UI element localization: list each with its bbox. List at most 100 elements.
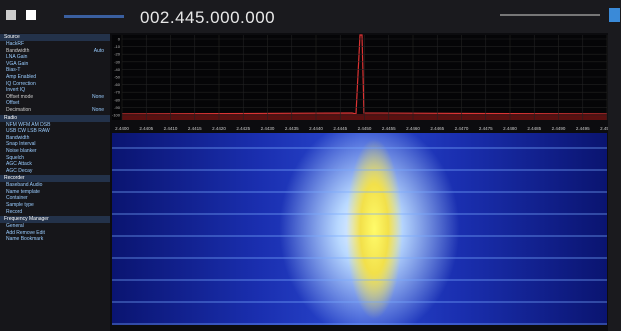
frequency[interactable]: 002.445.000.000 <box>140 8 275 28</box>
x-tick-label: 2.4435 <box>285 126 299 131</box>
setting-label: IQ Correction <box>6 81 36 88</box>
settings-button[interactable] <box>609 8 620 22</box>
y-tick-label: -90 <box>114 105 121 110</box>
setting-row: HackRF <box>0 41 110 48</box>
x-tick-label: 2.4475 <box>479 126 493 131</box>
section-header[interactable]: Source <box>0 34 110 41</box>
setting-row: Squelch <box>0 155 110 162</box>
setting-row: VGA Gain <box>0 61 110 68</box>
y-tick-label: -70 <box>114 90 121 95</box>
y-tick-label: -30 <box>114 59 121 64</box>
setting-row: AGC Decay <box>0 168 110 175</box>
toolbar: 002.445.000.000 <box>0 0 621 33</box>
setting-label: Decimation <box>6 107 31 114</box>
zoom-slider[interactable] <box>500 14 600 16</box>
y-tick-label: -10 <box>114 44 121 49</box>
x-tick-label: 2.4415 <box>188 126 202 131</box>
x-tick-label: 2.4430 <box>261 126 275 131</box>
setting-row: Offset mode None <box>0 94 110 101</box>
x-tick-label: 2.4420 <box>212 126 226 131</box>
x-tick-label: 2.4480 <box>503 126 517 131</box>
x-tick-label: 2.4425 <box>236 126 250 131</box>
x-tick-label: 2.4470 <box>455 126 469 131</box>
setting-label: HackRF <box>6 41 24 48</box>
setting-label: Squelch <box>6 155 24 162</box>
y-tick-label: -80 <box>114 97 121 102</box>
setting-label: Noise blanker <box>6 148 37 155</box>
setting-row: Bandwidth Auto <box>0 48 110 55</box>
setting-row: Container <box>0 195 110 202</box>
setting-row: Decimation None <box>0 107 110 114</box>
setting-label: AGC Attack <box>6 161 32 168</box>
page: 002.445.000.000 SourceHackRFBandwidthAut… <box>0 0 621 331</box>
x-tick-label: 2.4450 <box>358 126 372 131</box>
setting-label: USB CW LSB RAW <box>6 128 50 135</box>
setting-label: Record <box>6 209 22 216</box>
setting-label: Offset mode <box>6 94 33 101</box>
setting-value: Auto <box>94 48 104 55</box>
x-tick-label: 2.4495 <box>576 126 590 131</box>
setting-label: Sample type <box>6 202 34 209</box>
setting-row: Baseband Audio <box>0 182 110 189</box>
setting-row: IQ Correction <box>0 81 110 88</box>
section-header[interactable]: Recorder <box>0 175 110 182</box>
setting-row: AGC Attack <box>0 161 110 168</box>
setting-label: Name Bookmark <box>6 236 43 243</box>
y-tick-label: -60 <box>114 82 121 87</box>
menu-button[interactable] <box>6 10 16 20</box>
setting-label: General <box>6 223 24 230</box>
setting-label: Baseband Audio <box>6 182 42 189</box>
y-tick-label: 0 <box>118 37 121 42</box>
y-tick-label: -20 <box>114 52 121 57</box>
fft-plot: 0 -10 -20 -30 -40 -50 -60 -70 -80 -90 -100 2.4400 2.… <box>112 35 607 135</box>
waterfall <box>112 133 607 325</box>
setting-row: Amp Enabled <box>0 74 110 81</box>
stop-button[interactable] <box>26 10 36 20</box>
setting-label: Add Remove Edit <box>6 230 45 237</box>
setting-label: VGA Gain <box>6 61 28 68</box>
setting-row: Snap Interval <box>0 141 110 148</box>
x-tick-label: 2.4400 <box>115 126 129 131</box>
setting-value: None <box>92 94 104 101</box>
setting-row: General <box>0 223 110 230</box>
y-tick-label: -100 <box>112 113 121 118</box>
setting-label: Bandwidth <box>6 135 29 142</box>
setting-row: Bandwidth <box>0 135 110 142</box>
setting-row: Record <box>0 209 110 216</box>
setting-label: LNA Gain <box>6 54 27 61</box>
setting-row: Bias-T <box>0 67 110 74</box>
setting-row: NFM WFM AM DSB <box>0 122 110 129</box>
setting-label: Name template <box>6 189 40 196</box>
setting-row: Sample type <box>0 202 110 209</box>
section-header[interactable]: Radio <box>0 115 110 122</box>
setting-row: Offset <box>0 100 110 107</box>
setting-row: USB CW LSB RAW <box>0 128 110 135</box>
setting-label: Container <box>6 195 28 202</box>
setting-label: Invert IQ <box>6 87 25 94</box>
x-tick-label: 2.4455 <box>382 126 396 131</box>
y-tick-label: -40 <box>114 67 121 72</box>
setting-label: Bias-T <box>6 67 20 74</box>
setting-row: Noise blanker <box>0 148 110 155</box>
setting-row: LNA Gain <box>0 54 110 61</box>
section-header[interactable]: Frequency Manager <box>0 216 110 223</box>
setting-label: NFM WFM AM DSB <box>6 122 50 129</box>
setting-label: Offset <box>6 100 19 107</box>
setting-value: None <box>92 107 104 114</box>
setting-row: Add Remove Edit <box>0 230 110 237</box>
volume-slider[interactable] <box>64 15 124 18</box>
y-tick-label: -50 <box>114 75 121 80</box>
x-tick-label: 2.4445 <box>333 126 347 131</box>
x-tick-label: 2.4405 <box>139 126 153 131</box>
setting-row: Name Bookmark <box>0 236 110 243</box>
setting-row: Name template <box>0 189 110 196</box>
setting-label: Bandwidth <box>6 48 29 55</box>
setting-label: Amp Enabled <box>6 74 36 81</box>
x-tick-label: 2.4490 <box>552 126 566 131</box>
x-tick-label: 2.4465 <box>430 126 444 131</box>
setting-row: Invert IQ <box>0 87 110 94</box>
x-tick-label: 2.4485 <box>527 126 541 131</box>
setting-label: Snap Interval <box>6 141 35 148</box>
